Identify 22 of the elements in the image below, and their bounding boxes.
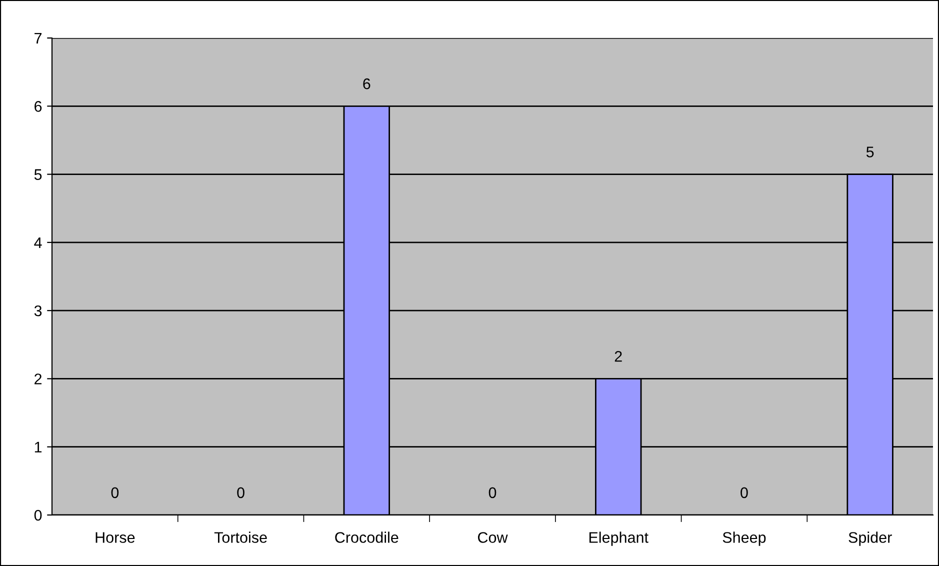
- x-tick-label: Elephant: [589, 532, 648, 546]
- data-label: 0: [111, 487, 119, 498]
- x-tick-label: Tortoise: [214, 532, 267, 543]
- x-tick-label: Spider: [848, 532, 892, 546]
- data-label: 2: [614, 350, 622, 362]
- y-tick-label: 5: [34, 169, 42, 180]
- y-tick-label: 7: [34, 33, 42, 44]
- data-label: 0: [237, 487, 244, 498]
- data-label: 5: [866, 146, 874, 158]
- x-tick-label: Horse: [96, 532, 135, 543]
- data-label: 0: [488, 487, 496, 498]
- data-label: 0: [740, 487, 748, 498]
- y-tick-label: 1: [34, 442, 42, 452]
- y-tick-label: 4: [34, 237, 42, 248]
- x-tick-label: Crocodile: [335, 532, 398, 543]
- y-tick-label: 2: [34, 374, 42, 384]
- y-tick-label: 0: [34, 510, 42, 521]
- y-tick-label: 3: [34, 305, 42, 316]
- x-tick-label: Sheep: [722, 532, 766, 546]
- y-tick-label: 6: [34, 101, 42, 112]
- data-label: 6: [363, 78, 370, 90]
- x-tick-label: Cow: [478, 532, 508, 543]
